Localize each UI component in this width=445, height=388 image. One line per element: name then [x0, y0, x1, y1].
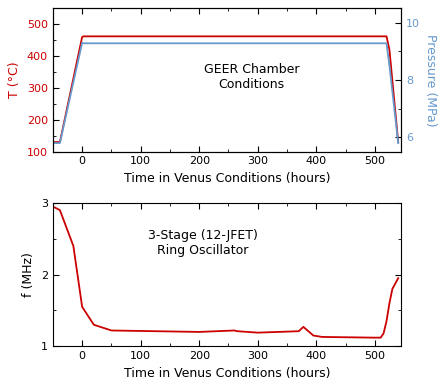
- X-axis label: Time in Venus Conditions (hours): Time in Venus Conditions (hours): [124, 172, 330, 185]
- Y-axis label: f (MHz): f (MHz): [22, 252, 35, 297]
- Text: GEER Chamber
Conditions: GEER Chamber Conditions: [204, 63, 299, 91]
- Text: 3-Stage (12-JFET)
Ring Oscillator: 3-Stage (12-JFET) Ring Oscillator: [148, 229, 258, 257]
- Y-axis label: Pressure (MPa): Pressure (MPa): [424, 34, 437, 126]
- X-axis label: Time in Venus Conditions (hours): Time in Venus Conditions (hours): [124, 367, 330, 380]
- Y-axis label: T (°C): T (°C): [8, 62, 21, 98]
